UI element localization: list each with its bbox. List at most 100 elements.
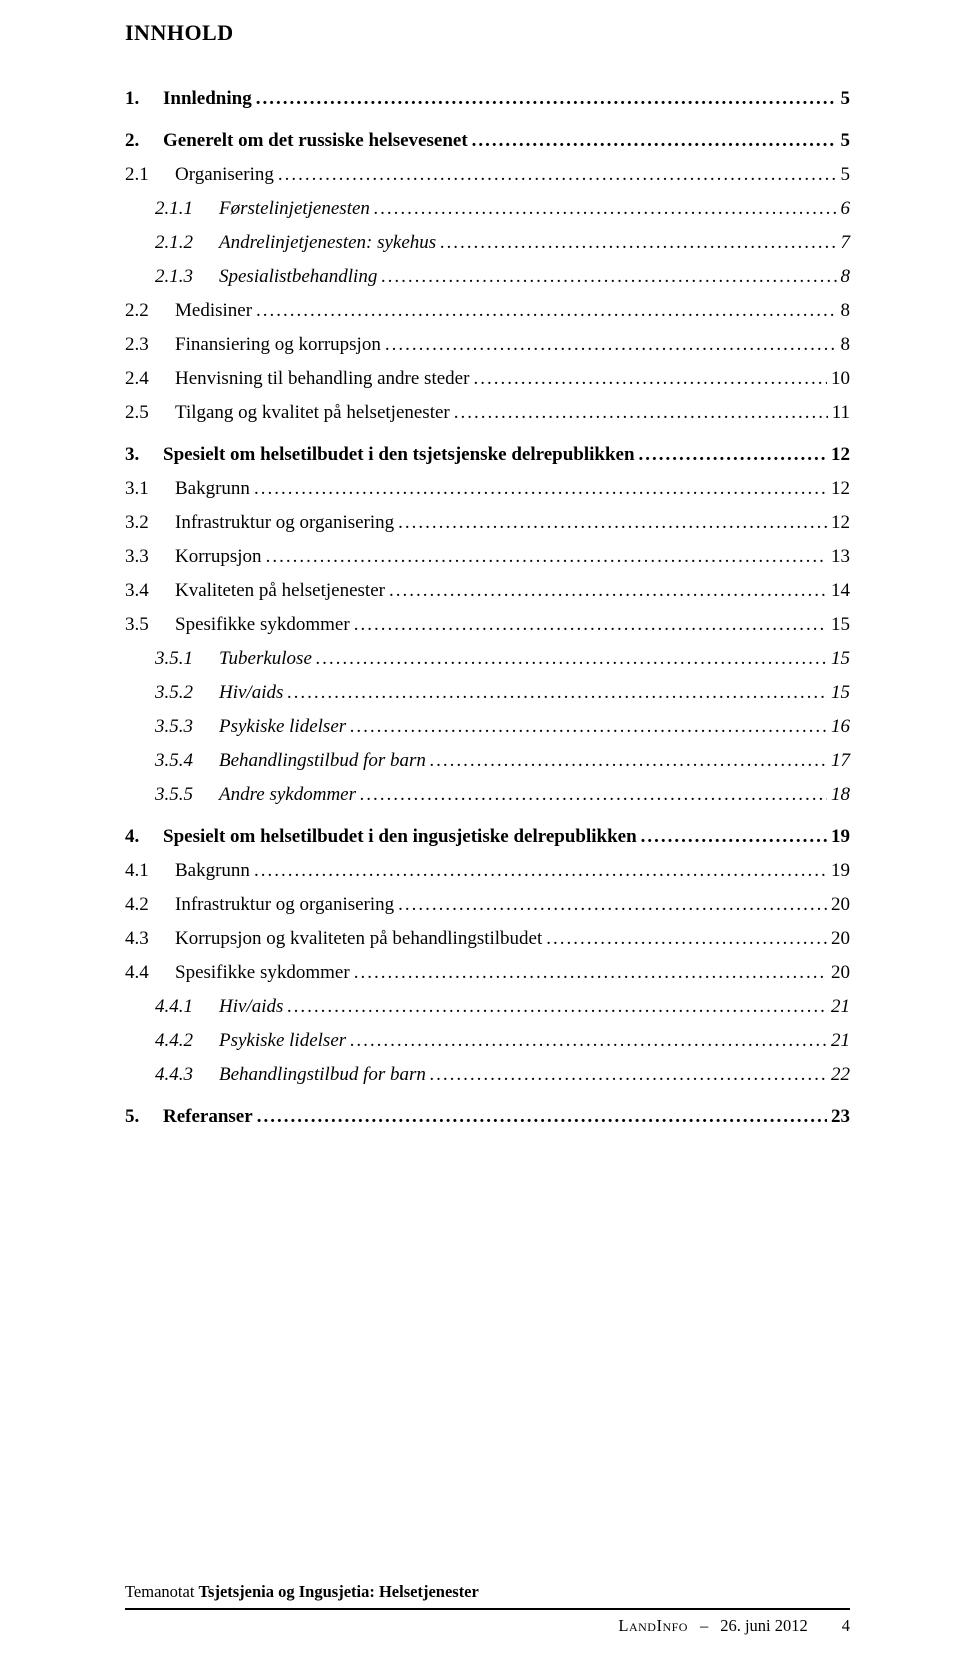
toc-entry-page: 8 [837, 334, 851, 356]
toc-entry-number: 4.3 [125, 928, 175, 950]
toc-entry-text: Andre sykdommer [219, 784, 356, 806]
toc-leader-dots [637, 826, 827, 848]
toc-entry: 2.Generelt om det russiske helsevesenet5 [125, 130, 850, 152]
footer-date: 26. juni 2012 [720, 1616, 808, 1636]
toc-entry: 4.4.2Psykiske lidelser21 [125, 1030, 850, 1052]
footer-prefix: Temanotat [125, 1582, 199, 1601]
toc-entry-text: Hiv/aids [219, 682, 283, 704]
toc-leader-dots [253, 1106, 827, 1128]
toc-entry-number: 3.5.3 [155, 716, 219, 738]
toc-entry: 3.2Infrastruktur og organisering 12 [125, 512, 850, 534]
toc-entry-text: Korrupsjon og kvaliteten på behandlingst… [175, 928, 542, 950]
toc-entry-text: Kvaliteten på helsetjenester [175, 580, 385, 602]
toc-entry-text: Spesifikke sykdommer [175, 962, 350, 984]
toc-leader-dots [385, 580, 827, 602]
toc-entry-page: 22 [827, 1064, 850, 1086]
toc-entry-text: Andrelinjetjenesten: sykehus [219, 232, 436, 254]
toc-entry: 5.Referanser23 [125, 1106, 850, 1128]
toc-title: INNHOLD [125, 20, 850, 46]
toc-entry-number: 3.5.4 [155, 750, 219, 772]
toc-entry: 2.1.3Spesialistbehandling8 [125, 266, 850, 288]
toc-entry-number: 3.4 [125, 580, 175, 602]
toc-entry-text: Psykiske lidelser [219, 1030, 346, 1052]
toc-entry-page: 19 [827, 860, 850, 882]
toc-entry-text: Infrastruktur og organisering [175, 512, 394, 534]
toc-entry-page: 18 [827, 784, 850, 806]
toc-entry-number: 3.5.1 [155, 648, 219, 670]
toc-leader-dots [252, 88, 837, 110]
toc-entry-page: 19 [827, 826, 850, 848]
toc-entry: 3.5.3Psykiske lidelser16 [125, 716, 850, 738]
toc-entry-page: 11 [828, 402, 850, 424]
toc-entry-number: 3.2 [125, 512, 175, 534]
toc-entry: 4.Spesielt om helsetilbudet i den ingusj… [125, 826, 850, 848]
toc-entry: 2.4Henvisning til behandling andre stede… [125, 368, 850, 390]
toc-leader-dots [283, 682, 827, 704]
toc-entry-number: 2.2 [125, 300, 175, 322]
toc-entry-page: 16 [827, 716, 850, 738]
toc-entry-text: Referanser [163, 1106, 253, 1128]
toc-leader-dots [468, 130, 837, 152]
toc-entry-number: 4.1 [125, 860, 175, 882]
toc-leader-dots [250, 478, 827, 500]
toc-entry: 2.5Tilgang og kvalitet på helsetjenester… [125, 402, 850, 424]
toc-entry-page: 15 [827, 648, 850, 670]
toc-entry-number: 3.3 [125, 546, 175, 568]
toc-leader-dots [381, 334, 837, 356]
toc-entry-page: 8 [837, 300, 851, 322]
toc-entry-number: 4.4.3 [155, 1064, 219, 1086]
toc-entry-number: 4. [125, 826, 163, 848]
toc-leader-dots [346, 1030, 827, 1052]
toc-entry-number: 2.5 [125, 402, 175, 424]
footer-rule [125, 1608, 850, 1610]
toc-entry-text: Spesielt om helsetilbudet i den ingusjet… [163, 826, 637, 848]
toc-leader-dots [426, 1064, 827, 1086]
toc-leader-dots [274, 164, 837, 186]
toc-entry-number: 1. [125, 88, 163, 110]
toc-entry-text: Behandlingstilbud for barn [219, 1064, 426, 1086]
toc-entry-page: 20 [827, 962, 850, 984]
toc-entry-number: 3.5.5 [155, 784, 219, 806]
toc-entry-page: 12 [827, 478, 850, 500]
toc-entry-text: Spesielt om helsetilbudet i den tsjetsje… [163, 444, 635, 466]
toc-entry: 3.5.1Tuberkulose 15 [125, 648, 850, 670]
toc-entry-page: 14 [827, 580, 850, 602]
toc-entry-text: Innledning [163, 88, 252, 110]
toc-entry: 4.4Spesifikke sykdommer20 [125, 962, 850, 984]
toc-entry-text: Tuberkulose [219, 648, 312, 670]
footer-doc-title: Temanotat Tsjetsjenia og Ingusjetia: Hel… [125, 1582, 850, 1608]
toc-entry: 2.1.1Førstelinjetjenesten6 [125, 198, 850, 220]
toc-leader-dots [283, 996, 827, 1018]
toc-entry-number: 3.5 [125, 614, 175, 636]
toc-entry-page: 23 [827, 1106, 850, 1128]
toc-entry-text: Spesifikke sykdommer [175, 614, 350, 636]
toc-entry-page: 13 [827, 546, 850, 568]
toc-leader-dots [450, 402, 828, 424]
toc-entry-page: 12 [827, 512, 850, 534]
toc-entry: 2.3Finansiering og korrupsjon8 [125, 334, 850, 356]
toc-entry: 3.5.2Hiv/aids15 [125, 682, 850, 704]
toc-entry-page: 5 [837, 164, 851, 186]
toc-leader-dots [350, 962, 827, 984]
toc-entry: 4.1Bakgrunn19 [125, 860, 850, 882]
toc-leader-dots [426, 750, 827, 772]
toc-entry-number: 4.2 [125, 894, 175, 916]
toc-entry: 2.2Medisiner8 [125, 300, 850, 322]
toc-leader-dots [394, 894, 827, 916]
toc-entry-number: 2.1.2 [155, 232, 219, 254]
footer-meta: LandInfo – 26. juni 2012 4 [125, 1616, 850, 1636]
toc-entry-page: 20 [827, 894, 850, 916]
toc-entry: 4.4.3Behandlingstilbud for barn 22 [125, 1064, 850, 1086]
toc-entry-number: 4.4.1 [155, 996, 219, 1018]
toc-entry-page: 15 [827, 682, 850, 704]
toc-entry-text: Spesialistbehandling [219, 266, 377, 288]
toc-entry-text: Behandlingstilbud for barn [219, 750, 426, 772]
toc-leader-dots [436, 232, 836, 254]
toc-entry: 3.5.4Behandlingstilbud for barn17 [125, 750, 850, 772]
toc-entry-page: 7 [837, 232, 851, 254]
toc-leader-dots [377, 266, 836, 288]
toc-entry-text: Henvisning til behandling andre steder [175, 368, 469, 390]
toc-entry: 2.1.2Andrelinjetjenesten: sykehus 7 [125, 232, 850, 254]
toc-entry-number: 2.1 [125, 164, 175, 186]
toc-entry-page: 5 [837, 88, 851, 110]
